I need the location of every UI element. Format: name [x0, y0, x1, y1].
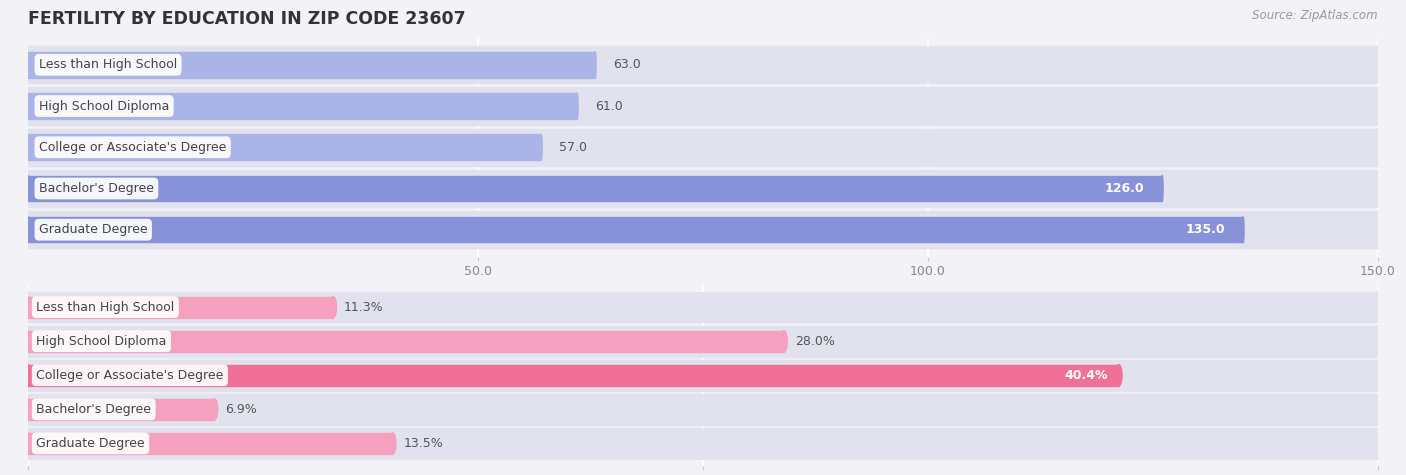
Bar [28, 292, 1378, 323]
Ellipse shape [780, 331, 787, 352]
Bar [28, 217, 1243, 242]
Text: 61.0: 61.0 [595, 100, 623, 113]
Text: 40.4%: 40.4% [1064, 369, 1108, 382]
Ellipse shape [27, 52, 30, 77]
Bar [28, 46, 1378, 83]
Ellipse shape [330, 296, 336, 318]
Ellipse shape [25, 296, 31, 318]
Ellipse shape [1376, 129, 1379, 166]
Bar [28, 360, 1378, 390]
Bar [28, 176, 1161, 201]
Ellipse shape [1376, 211, 1379, 248]
Ellipse shape [27, 129, 30, 166]
Ellipse shape [1374, 292, 1382, 323]
Ellipse shape [25, 399, 31, 420]
Ellipse shape [25, 365, 31, 386]
Ellipse shape [593, 52, 596, 77]
Text: 57.0: 57.0 [560, 141, 588, 154]
Bar [28, 93, 576, 119]
Bar [28, 134, 541, 160]
Bar [28, 211, 1378, 248]
Bar [28, 394, 1378, 425]
Ellipse shape [24, 360, 32, 390]
Bar [28, 331, 785, 352]
Bar [28, 433, 392, 454]
Ellipse shape [1374, 428, 1382, 459]
Ellipse shape [27, 217, 30, 242]
Ellipse shape [24, 326, 32, 357]
Text: 6.9%: 6.9% [225, 403, 257, 416]
Ellipse shape [576, 93, 578, 119]
Bar [28, 428, 1378, 459]
Ellipse shape [27, 93, 30, 119]
Text: Source: ZipAtlas.com: Source: ZipAtlas.com [1253, 10, 1378, 22]
Text: 28.0%: 28.0% [794, 335, 835, 348]
Ellipse shape [24, 292, 32, 323]
Ellipse shape [1115, 365, 1122, 386]
Bar [28, 129, 1378, 166]
Bar [28, 326, 1378, 357]
Text: High School Diploma: High School Diploma [37, 335, 166, 348]
Text: Graduate Degree: Graduate Degree [37, 437, 145, 450]
Text: High School Diploma: High School Diploma [39, 100, 169, 113]
Bar [28, 296, 333, 318]
Text: 63.0: 63.0 [613, 58, 641, 71]
Ellipse shape [211, 399, 218, 420]
Bar [28, 170, 1378, 207]
Text: 126.0: 126.0 [1104, 182, 1144, 195]
Ellipse shape [27, 46, 30, 83]
Ellipse shape [24, 394, 32, 425]
Text: Bachelor's Degree: Bachelor's Degree [39, 182, 153, 195]
Text: Graduate Degree: Graduate Degree [39, 223, 148, 236]
Ellipse shape [24, 428, 32, 459]
Ellipse shape [25, 331, 31, 352]
Text: College or Associate's Degree: College or Associate's Degree [37, 369, 224, 382]
Ellipse shape [25, 433, 31, 454]
Ellipse shape [1241, 217, 1244, 242]
Ellipse shape [1374, 360, 1382, 390]
Text: 13.5%: 13.5% [404, 437, 443, 450]
Text: 11.3%: 11.3% [344, 301, 384, 314]
Text: 135.0: 135.0 [1185, 223, 1225, 236]
Text: FERTILITY BY EDUCATION IN ZIP CODE 23607: FERTILITY BY EDUCATION IN ZIP CODE 23607 [28, 10, 465, 28]
Ellipse shape [27, 134, 30, 160]
Ellipse shape [1161, 176, 1163, 201]
Ellipse shape [1376, 170, 1379, 207]
Ellipse shape [1374, 394, 1382, 425]
Ellipse shape [27, 211, 30, 248]
Text: College or Associate's Degree: College or Associate's Degree [39, 141, 226, 154]
Text: Less than High School: Less than High School [39, 58, 177, 71]
Bar [28, 87, 1378, 124]
Ellipse shape [1376, 87, 1379, 124]
Ellipse shape [1374, 326, 1382, 357]
Bar [28, 399, 214, 420]
Ellipse shape [389, 433, 396, 454]
Ellipse shape [27, 170, 30, 207]
Ellipse shape [27, 176, 30, 201]
Text: Bachelor's Degree: Bachelor's Degree [37, 403, 152, 416]
Ellipse shape [540, 134, 543, 160]
Text: Less than High School: Less than High School [37, 301, 174, 314]
Bar [28, 52, 595, 77]
Ellipse shape [27, 87, 30, 124]
Ellipse shape [1376, 46, 1379, 83]
Bar [28, 365, 1119, 386]
